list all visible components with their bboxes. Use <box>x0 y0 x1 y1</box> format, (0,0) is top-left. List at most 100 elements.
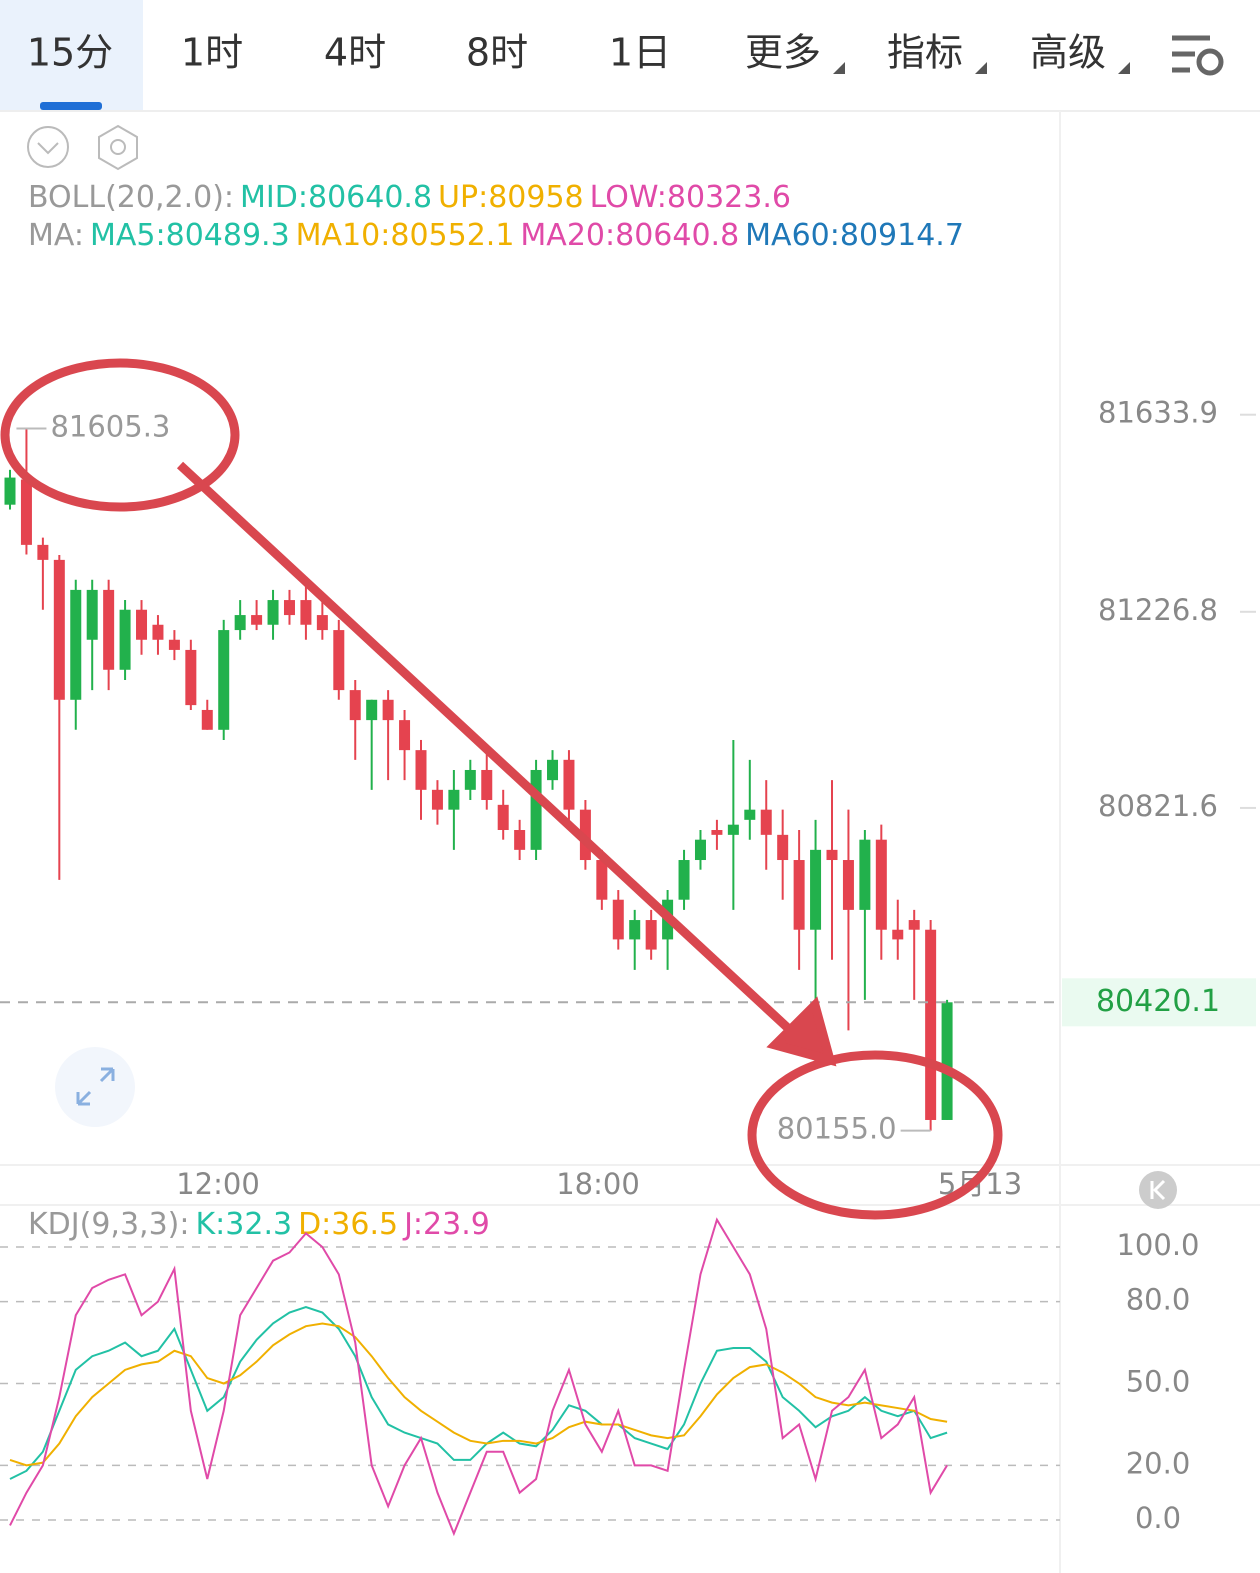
legend-value: 80958 <box>488 180 583 215</box>
tab[interactable]: 更多 <box>745 31 821 75</box>
tab[interactable]: 8时 <box>466 31 528 75</box>
candle-body <box>875 839 887 930</box>
candle-body <box>20 479 32 545</box>
x-tick-label: 12:00 <box>176 1167 260 1201</box>
tab[interactable]: 1时 <box>181 31 243 75</box>
legend-value: 80640.8 <box>615 218 739 253</box>
legend-label: MA60: <box>745 218 840 253</box>
candle-body <box>810 849 822 930</box>
tab[interactable]: 指标 <box>887 31 963 75</box>
candle-body <box>283 600 295 616</box>
y-tick-label: 0.0 <box>1135 1501 1181 1535</box>
candle-body <box>629 920 641 940</box>
candle-body <box>481 769 493 800</box>
max-label: 81605.3 <box>50 410 170 444</box>
min-label: 80155.0 <box>777 1112 897 1146</box>
candle-body <box>941 1002 953 1120</box>
candle-body <box>892 929 904 940</box>
settings-icon[interactable] <box>1172 35 1224 76</box>
candle-body <box>497 804 509 831</box>
legend-label: MA20: <box>520 218 615 253</box>
tab[interactable]: 1日 <box>609 31 671 75</box>
kdj-line <box>9 1306 948 1480</box>
legend-title: BOLL(20,2.0): <box>28 180 234 215</box>
collapse-icon[interactable] <box>27 126 69 168</box>
candle-body <box>349 690 361 721</box>
candle-body <box>431 789 443 810</box>
candle-body <box>826 849 838 861</box>
candle-body <box>53 559 65 700</box>
legend-label: UP: <box>438 180 488 215</box>
settings-hex-dot <box>110 139 126 155</box>
candle-body <box>119 609 131 670</box>
candle-body <box>4 477 16 505</box>
candle-body <box>694 839 706 861</box>
tab[interactable]: 高级 <box>1030 31 1106 75</box>
candle-body <box>612 899 624 940</box>
y-tick-label: 20.0 <box>1126 1446 1191 1480</box>
candle-body <box>316 615 328 631</box>
x-tick-label: 18:00 <box>556 1167 640 1201</box>
kdj-line <box>9 1217 948 1537</box>
candle-body <box>678 860 690 900</box>
candle-body <box>793 860 805 930</box>
candle-body <box>103 589 115 670</box>
tab[interactable]: 15分 <box>27 31 113 75</box>
legend-label: MID: <box>240 180 308 215</box>
candle-body <box>136 609 148 640</box>
dropdown-caret <box>1118 62 1130 74</box>
candle-body <box>399 720 411 751</box>
active-tab-bg <box>0 0 143 110</box>
legend: BOLL(20,2.0): MID:80640.8 UP:80958 LOW:8032… <box>28 180 791 215</box>
candle-body <box>859 839 871 910</box>
legend-value: 80914.7 <box>840 218 964 253</box>
legend-label: MA5: <box>90 218 166 253</box>
candle-body <box>842 860 854 910</box>
y-tick-label: 100.0 <box>1116 1228 1199 1262</box>
candle-body <box>727 824 739 835</box>
y-tick-label: 80821.6 <box>1098 789 1218 823</box>
candle-body <box>777 834 789 861</box>
candle-body <box>514 830 526 850</box>
last-price-box <box>1062 978 1256 1027</box>
candle-body <box>744 809 756 820</box>
rewind-button[interactable] <box>1139 1171 1177 1209</box>
candle-body <box>366 699 378 721</box>
candle-body <box>168 639 180 650</box>
settings-hex-icon[interactable] <box>98 124 138 171</box>
candle-body <box>251 615 263 625</box>
y-tick-label: 81226.8 <box>1098 593 1218 627</box>
candle-body <box>70 589 82 700</box>
active-tab-indicator <box>40 102 102 110</box>
candle-body <box>530 769 542 850</box>
dropdown-caret <box>975 62 987 74</box>
legend-title: KDJ(9,3,3): <box>28 1207 189 1242</box>
rewind-icon <box>1150 1179 1166 1201</box>
expand-button[interactable] <box>55 1047 135 1127</box>
legend-value: 36.5 <box>331 1207 398 1242</box>
collapse-icon-arrow <box>37 142 59 155</box>
legend-label: MA10: <box>296 218 391 253</box>
legend-label: LOW: <box>590 180 667 215</box>
y-tick-label: 81633.9 <box>1098 396 1218 430</box>
candle-body <box>925 929 937 1120</box>
legend: KDJ(9,3,3): K:32.3 D:36.5 J:23.9 <box>28 1207 490 1242</box>
candle-body <box>333 630 345 691</box>
candle-body <box>382 699 394 721</box>
legend-value: 80640.8 <box>308 180 432 215</box>
tab[interactable]: 4时 <box>324 31 386 75</box>
legend: MA: MA5:80489.3 MA10:80552.1 MA20:80640.8 MA… <box>28 218 964 253</box>
legend-value: 23.9 <box>423 1207 490 1242</box>
legend-value: 80489.3 <box>166 218 290 253</box>
candle-body <box>711 830 723 835</box>
candle-body <box>152 624 164 640</box>
y-tick-label: 80.0 <box>1126 1283 1191 1317</box>
candle-body <box>563 759 575 810</box>
candle-body <box>37 544 49 560</box>
last-price-label: 80420.1 <box>1096 984 1220 1019</box>
candle-body <box>234 615 246 631</box>
candle-body <box>415 750 427 790</box>
